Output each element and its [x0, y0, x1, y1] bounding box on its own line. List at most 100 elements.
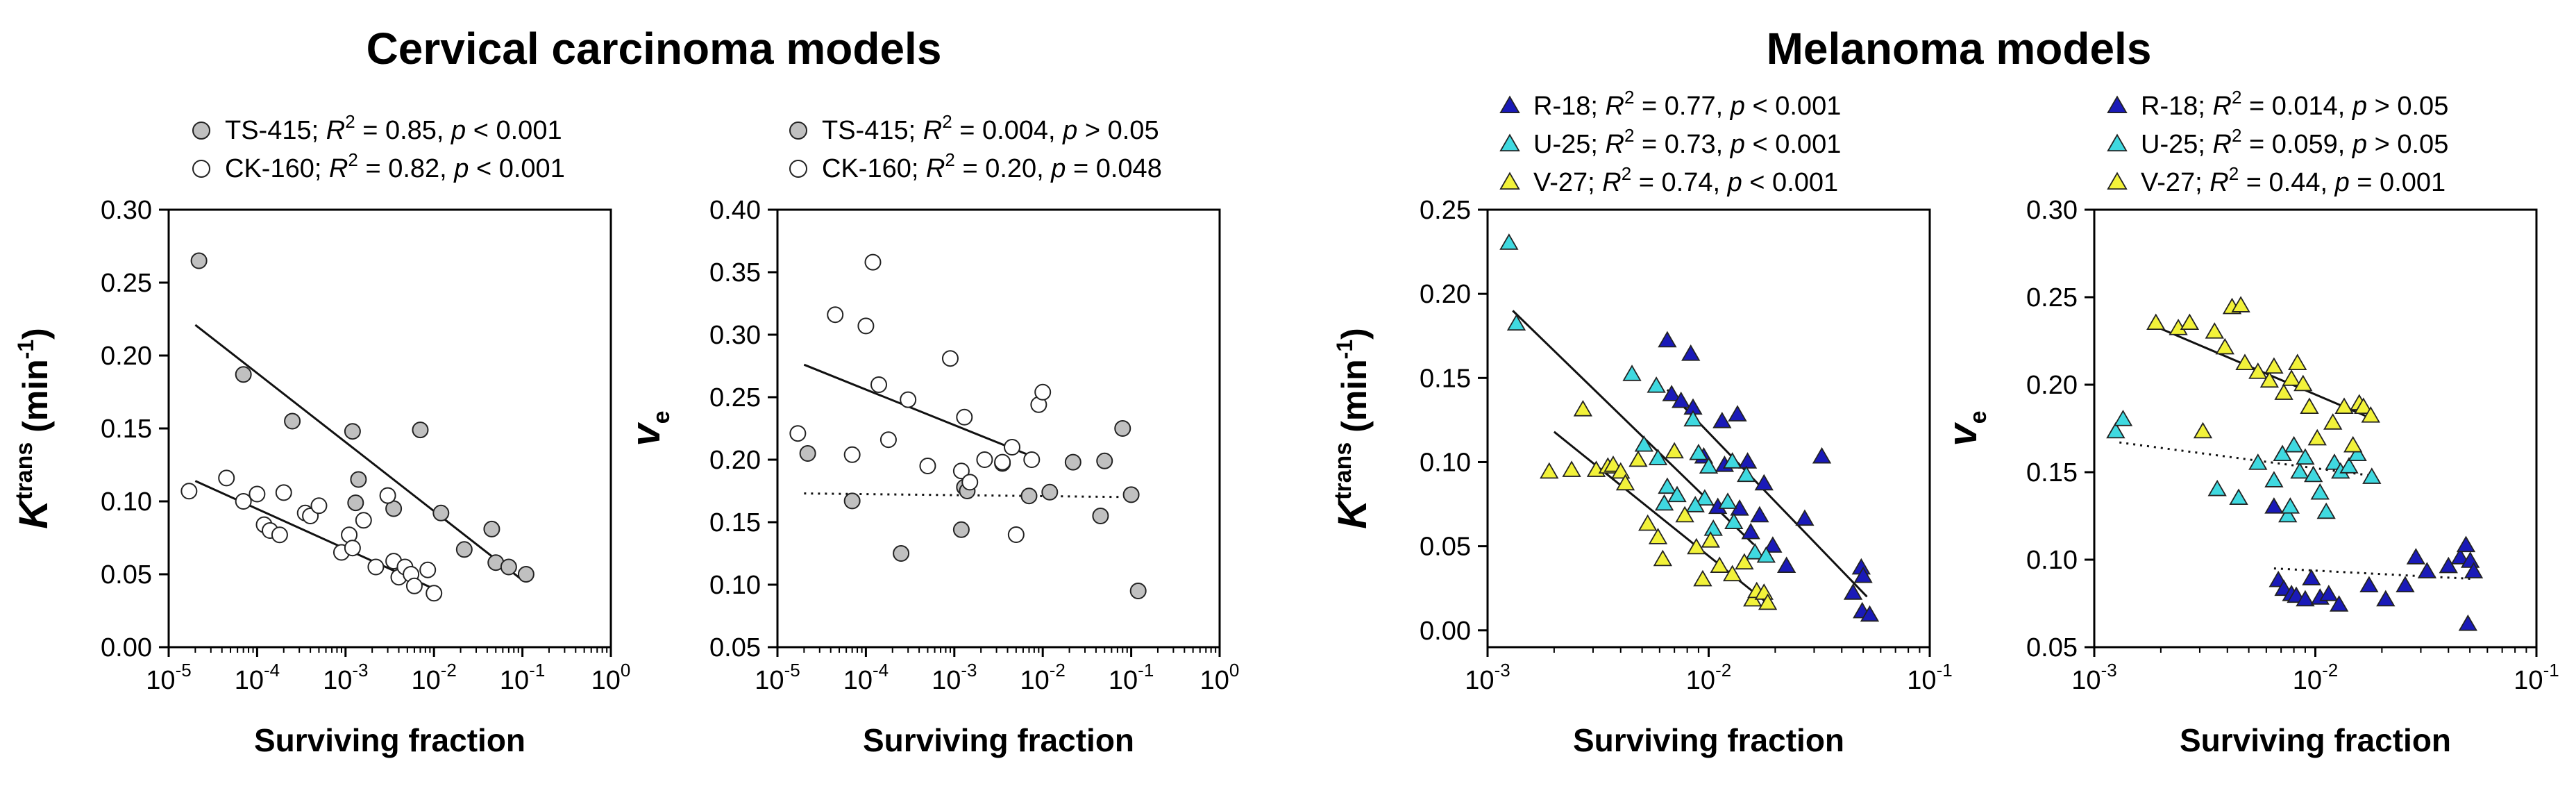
data-point-v-27 [2146, 313, 2166, 331]
y-tick-label: 0.05 [1420, 533, 1471, 562]
data-point-ck-160 [367, 558, 385, 576]
data-point-u-25 [2284, 435, 2304, 453]
data-point-ts-415 [843, 492, 861, 510]
y-tick-label: 0.20 [709, 446, 761, 475]
panel-cervical-ve: 10-5 10-4 10-3 10-2 10-1 100 0.05 0.10 0.15 0.20 0… [623, 111, 1239, 758]
fit-line-ck-160 [803, 363, 1035, 458]
y-tick-label: 0.10 [1420, 448, 1471, 477]
data-point-ck-160 [405, 577, 423, 594]
x-tick-label: 100 [1200, 660, 1240, 695]
data-point-r-18 [2319, 585, 2339, 601]
data-point-v-27 [2307, 428, 2327, 446]
legend-entry-ck-160: CK-160; R2 = 0.82, p < 0.001 [225, 149, 565, 183]
x-tick-label: 10-2 [1020, 660, 1065, 695]
x-tick-label: 10-1 [2514, 660, 2559, 695]
data-point-ck-160 [426, 585, 443, 602]
data-point-ts-415 [350, 471, 367, 488]
data-point-ck-160 [857, 317, 875, 335]
data-point-v-27 [2235, 353, 2255, 371]
data-point-u-25 [1695, 489, 1715, 506]
y-tick-label: 0.15 [709, 508, 761, 537]
data-point-v-27 [2231, 296, 2250, 312]
data-point-ts-415 [455, 541, 473, 558]
data-point-u-25 [2348, 444, 2367, 462]
data-point-r-18 [1737, 452, 1758, 469]
data-point-ts-415 [1096, 452, 1113, 469]
x-tick-label: 10-5 [755, 660, 800, 695]
data-point-ts-415 [952, 521, 970, 538]
data-point-r-18 [2329, 595, 2349, 612]
data-point-r-18 [2406, 548, 2426, 565]
data-point-r-18 [1754, 474, 1774, 491]
data-point-r-18 [2296, 590, 2315, 607]
data-point-ck-160 [180, 483, 198, 500]
data-point-ck-160 [843, 446, 861, 463]
y-tick-label: 0.20 [2026, 371, 2078, 400]
data-point-ts-415 [190, 252, 208, 269]
data-point-u-25 [1647, 376, 1666, 393]
x-axis-label: Surviving fraction [254, 722, 525, 758]
data-point-u-25 [2113, 410, 2133, 426]
data-point-ck-160 [919, 458, 936, 474]
data-point-r-18 [2417, 562, 2437, 578]
y-tick-label: 0.20 [101, 342, 152, 371]
data-point-v-27 [1562, 460, 1581, 477]
data-point-u-25 [2229, 488, 2248, 506]
data-point-ck-160 [419, 561, 437, 578]
data-point-r-18 [2458, 614, 2477, 631]
data-point-u-25 [1718, 492, 1737, 509]
legend-marker-ck-160 [192, 160, 210, 178]
data-point-u-25 [2278, 506, 2298, 523]
data-point-v-27 [1540, 462, 1559, 479]
data-point-v-27 [1735, 553, 1754, 570]
data-point-v-27 [2354, 397, 2373, 415]
data-point-r-18 [1812, 446, 1832, 464]
data-point-ck-160 [1004, 439, 1021, 456]
data-point-u-25 [2106, 421, 2125, 439]
y-tick-label: 0.25 [101, 269, 152, 298]
data-point-ts-415 [1064, 453, 1081, 471]
data-point-r-18 [1741, 522, 1760, 540]
data-point-r-18 [2396, 576, 2415, 593]
x-tick-label: 10-2 [2293, 660, 2338, 695]
legend-entry-r-18: R-18; R2 = 0.014, p > 0.05 [2141, 87, 2448, 121]
data-point-v-27 [2288, 353, 2307, 371]
data-point-v-27 [2180, 313, 2200, 331]
y-tick-label: 0.10 [2026, 546, 2078, 575]
data-point-u-25 [1634, 435, 1654, 452]
data-point-u-25 [2339, 457, 2359, 474]
data-point-ck-160 [1007, 526, 1025, 543]
data-point-u-25 [2273, 444, 2292, 462]
data-point-r-18 [1843, 583, 1863, 600]
data-point-v-27 [2215, 337, 2234, 355]
legend-marker-r-18 [1499, 95, 1520, 114]
legend-entry-ts-415: TS-415; R2 = 0.004, p > 0.05 [822, 111, 1159, 145]
data-point-v-27 [2264, 357, 2284, 374]
data-point-ck-160 [994, 453, 1011, 471]
title-cervical: Cervical carcinoma models [367, 24, 942, 74]
data-point-r-18 [1658, 331, 1677, 348]
data-point-u-25 [1622, 365, 1642, 381]
x-axis-label: Surviving fraction [2180, 722, 2451, 758]
x-tick-label: 10-1 [1907, 660, 1952, 695]
data-point-ck-160 [235, 493, 252, 510]
data-point-v-27 [2259, 371, 2280, 388]
y-tick-label: 0.00 [1420, 617, 1471, 646]
data-point-ts-415 [1041, 483, 1059, 501]
data-point-ts-415 [1122, 486, 1140, 503]
data-point-ts-415 [347, 494, 364, 512]
data-point-v-27 [2343, 435, 2363, 453]
legend-entry-v-27: V-27; R2 = 0.74, p < 0.001 [1533, 163, 1838, 197]
legend-entry-u-25: U-25; R2 = 0.73, p < 0.001 [1533, 125, 1841, 159]
x-tick-label: 10-3 [323, 660, 368, 695]
legend-marker-v-27 [1499, 172, 1520, 190]
data-point-v-27 [2205, 322, 2224, 339]
y-tick-label: 0.25 [2026, 283, 2078, 312]
data-point-ck-160 [789, 425, 807, 442]
data-point-v-27 [1653, 549, 1673, 567]
data-point-v-27 [1573, 400, 1593, 417]
data-point-ck-160 [249, 485, 266, 503]
data-point-ck-160 [271, 526, 288, 544]
data-point-v-27 [2282, 369, 2301, 386]
y-tick-label: 0.30 [2026, 196, 2078, 225]
